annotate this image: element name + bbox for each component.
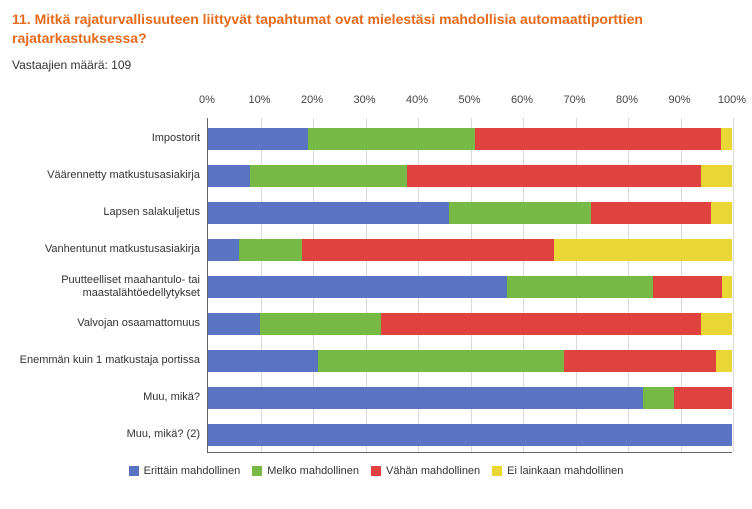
respondent-count: Vastaajien määrä: 109	[12, 58, 740, 72]
bar-segment	[208, 350, 318, 372]
legend-label: Melko mahdollinen	[267, 465, 359, 477]
bar-segment	[208, 276, 507, 298]
axis-tick-label: 70%	[563, 94, 585, 106]
bar	[208, 276, 732, 298]
bar-segment	[591, 202, 712, 224]
plot-area: Impostorit Väärennetty matkustusasiakirja…	[207, 118, 732, 453]
bar	[208, 424, 732, 446]
legend-swatch	[492, 466, 502, 476]
bar	[208, 202, 732, 224]
legend-label: Vähän mahdollinen	[386, 465, 480, 477]
legend-swatch	[129, 466, 139, 476]
bar-row: Lapsen salakuljetus	[208, 200, 732, 226]
category-label: Impostorit	[15, 132, 200, 145]
bar-segment	[208, 165, 250, 187]
bar-segment	[208, 424, 732, 446]
bar-row: Muu, mikä? (2)	[208, 422, 732, 448]
axis-tick-label: 80%	[616, 94, 638, 106]
chart-container: 0%10%20%30%40%50%60%70%80%90%100% Impost…	[207, 94, 732, 453]
bar-segment	[381, 313, 701, 335]
bar-segment	[308, 128, 476, 150]
bar-segment	[722, 276, 732, 298]
bar-segment	[449, 202, 590, 224]
bar-segment	[701, 313, 732, 335]
bar-segment	[260, 313, 381, 335]
legend-label: Erittäin mahdollinen	[144, 465, 241, 477]
category-label: Väärennetty matkustusasiakirja	[15, 169, 200, 182]
bar-segment	[643, 387, 674, 409]
axis-tick-label: 20%	[301, 94, 323, 106]
category-label: Muu, mikä? (2)	[15, 428, 200, 441]
axis-tick-label: 40%	[406, 94, 428, 106]
axis-tick-label: 30%	[353, 94, 375, 106]
legend-item: Ei lainkaan mahdollinen	[492, 465, 623, 477]
legend-item: Erittäin mahdollinen	[129, 465, 241, 477]
bar-segment	[302, 239, 554, 261]
category-label: Lapsen salakuljetus	[15, 206, 200, 219]
bar	[208, 239, 732, 261]
bar-segment	[208, 313, 260, 335]
bar-segment	[208, 387, 643, 409]
category-label: Valvojan osaamattomuus	[15, 317, 200, 330]
bar-segment	[554, 239, 732, 261]
bar-row: Väärennetty matkustusasiakirja	[208, 163, 732, 189]
bar-row: Muu, mikä?	[208, 385, 732, 411]
axis-tick-label: 10%	[248, 94, 270, 106]
axis-tick-label: 50%	[458, 94, 480, 106]
bar-segment	[208, 202, 449, 224]
bar-segment	[475, 128, 721, 150]
bar-row: Impostorit	[208, 126, 732, 152]
legend-item: Melko mahdollinen	[252, 465, 359, 477]
bar-segment	[711, 202, 732, 224]
bar-segment	[653, 276, 721, 298]
axis-tick-label: 90%	[668, 94, 690, 106]
axis-tick-label: 0%	[199, 94, 215, 106]
bar	[208, 350, 732, 372]
category-label: Vanhentunut matkustusasiakirja	[15, 243, 200, 256]
bar-segment	[208, 239, 239, 261]
bar-segment	[701, 165, 732, 187]
bar	[208, 387, 732, 409]
bar-segment	[407, 165, 700, 187]
grid-line	[733, 118, 734, 452]
x-axis: 0%10%20%30%40%50%60%70%80%90%100%	[207, 94, 732, 110]
bar-segment	[507, 276, 654, 298]
axis-tick-label: 100%	[718, 94, 746, 106]
category-label: Muu, mikä?	[15, 391, 200, 404]
bar-segment	[721, 128, 731, 150]
bar-segment	[250, 165, 407, 187]
legend-label: Ei lainkaan mahdollinen	[507, 465, 623, 477]
bar-row: Puutteelliset maahantulo- tai maastaläht…	[208, 274, 732, 300]
bar-segment	[716, 350, 732, 372]
legend-swatch	[252, 466, 262, 476]
question-title: 11. Mitkä rajaturvallisuuteen liittyvät …	[12, 10, 740, 48]
bar-row: Valvojan osaamattomuus	[208, 311, 732, 337]
bar-segment	[208, 128, 308, 150]
legend-swatch	[371, 466, 381, 476]
bar-segment	[674, 387, 732, 409]
bar-segment	[318, 350, 564, 372]
axis-tick-label: 60%	[511, 94, 533, 106]
bar-segment	[239, 239, 302, 261]
category-label: Enemmän kuin 1 matkustaja portissa	[15, 354, 200, 367]
bar-segment	[564, 350, 716, 372]
bar-row: Enemmän kuin 1 matkustaja portissa	[208, 348, 732, 374]
legend: Erittäin mahdollinen Melko mahdollinen Väh…	[12, 465, 740, 479]
bar	[208, 313, 732, 335]
bar	[208, 165, 732, 187]
category-label: Puutteelliset maahantulo- tai maastaläht…	[15, 274, 200, 299]
legend-item: Vähän mahdollinen	[371, 465, 480, 477]
bar-row: Vanhentunut matkustusasiakirja	[208, 237, 732, 263]
bar	[208, 128, 732, 150]
